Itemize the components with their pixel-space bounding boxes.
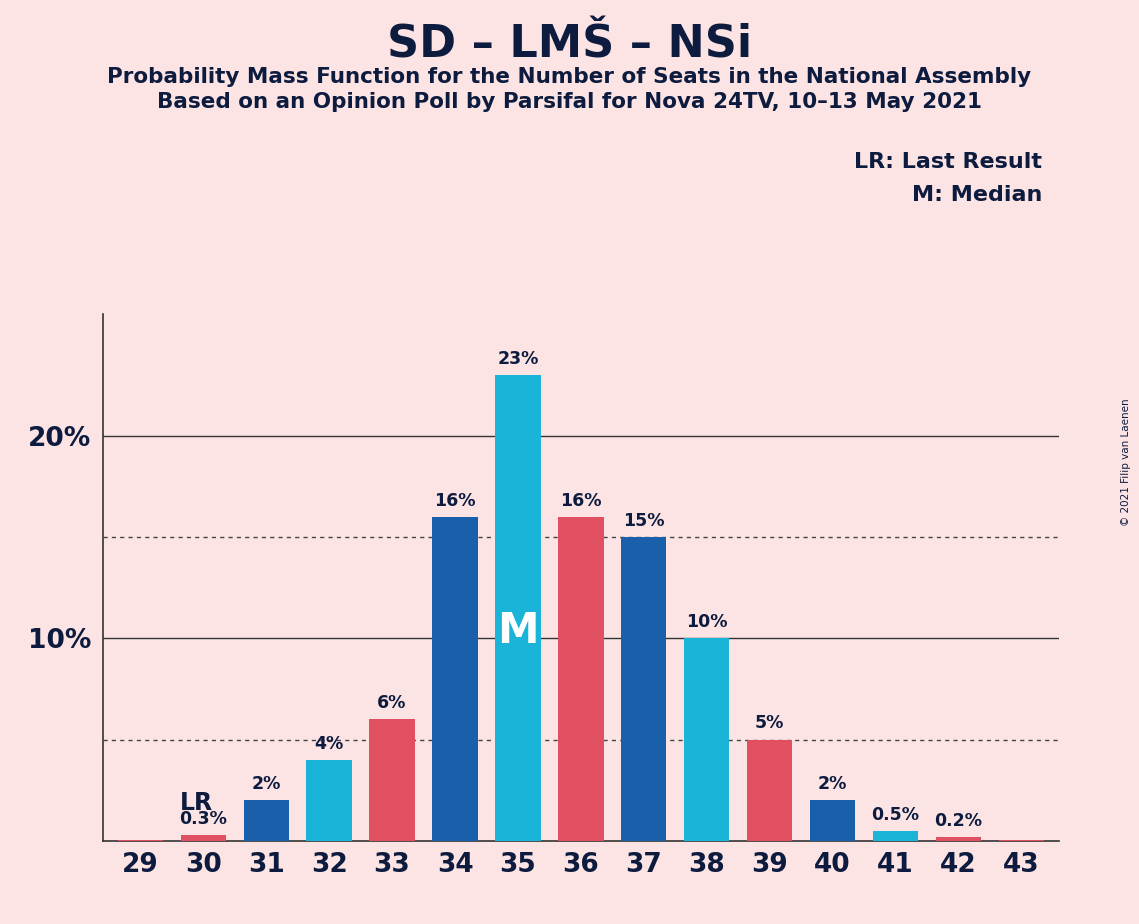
Text: LR: LR: [180, 791, 213, 815]
Text: M: M: [498, 610, 539, 652]
Text: 0.2%: 0.2%: [935, 811, 983, 830]
Bar: [999, 840, 1044, 841]
Text: Probability Mass Function for the Number of Seats in the National Assembly: Probability Mass Function for the Number…: [107, 67, 1032, 87]
Bar: [369, 719, 415, 841]
Text: LR: Last Result: LR: Last Result: [854, 152, 1042, 173]
Bar: [495, 375, 541, 841]
Bar: [117, 840, 163, 841]
Text: 5%: 5%: [755, 714, 785, 733]
Text: 10%: 10%: [686, 614, 728, 631]
Bar: [558, 517, 604, 841]
Text: 2%: 2%: [252, 775, 281, 793]
Text: Based on an Opinion Poll by Parsifal for Nova 24TV, 10–13 May 2021: Based on an Opinion Poll by Parsifal for…: [157, 92, 982, 113]
Bar: [433, 517, 477, 841]
Text: 2%: 2%: [818, 775, 847, 793]
Text: 16%: 16%: [434, 492, 476, 510]
Bar: [936, 837, 981, 841]
Bar: [685, 638, 729, 841]
Text: 15%: 15%: [623, 512, 664, 529]
Bar: [810, 800, 855, 841]
Bar: [872, 831, 918, 841]
Bar: [747, 739, 793, 841]
Text: © 2021 Filip van Laenen: © 2021 Filip van Laenen: [1121, 398, 1131, 526]
Text: 23%: 23%: [498, 350, 539, 368]
Bar: [621, 537, 666, 841]
Text: SD – LMŠ – NSi: SD – LMŠ – NSi: [387, 23, 752, 67]
Text: 0.5%: 0.5%: [871, 806, 919, 823]
Text: 6%: 6%: [377, 694, 407, 712]
Text: 0.3%: 0.3%: [179, 809, 227, 828]
Text: 4%: 4%: [314, 735, 344, 753]
Bar: [244, 800, 289, 841]
Text: 16%: 16%: [560, 492, 601, 510]
Bar: [181, 834, 226, 841]
Text: M: Median: M: Median: [912, 185, 1042, 205]
Bar: [306, 760, 352, 841]
